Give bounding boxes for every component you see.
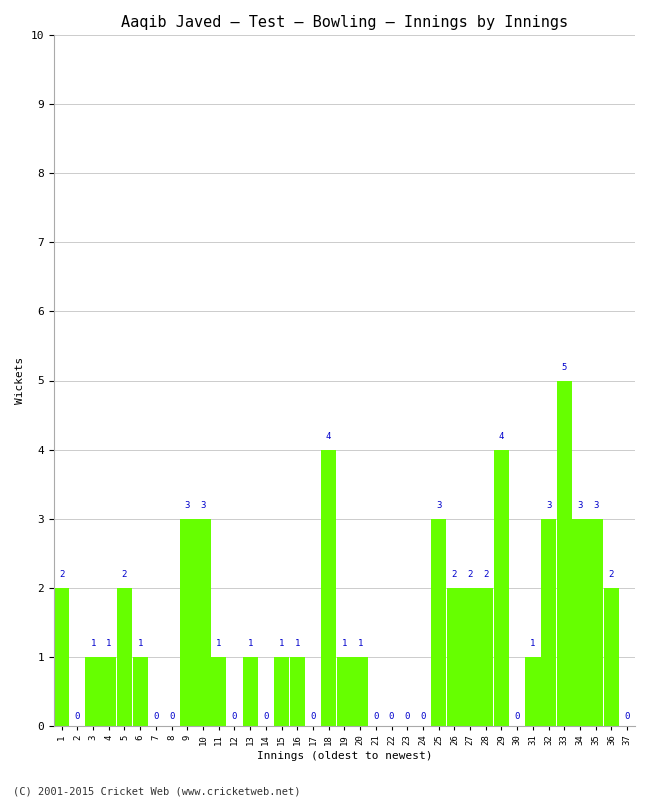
Bar: [541, 518, 556, 726]
Text: 1: 1: [248, 639, 253, 648]
Text: 0: 0: [263, 712, 268, 721]
Text: 1: 1: [342, 639, 347, 648]
Text: 0: 0: [515, 712, 520, 721]
Text: 2: 2: [59, 570, 64, 579]
Text: 1: 1: [530, 639, 536, 648]
Text: 0: 0: [153, 712, 159, 721]
Bar: [462, 587, 478, 726]
Text: 1: 1: [358, 639, 363, 648]
Text: 1: 1: [106, 639, 111, 648]
Text: 1: 1: [279, 639, 284, 648]
Text: 2: 2: [122, 570, 127, 579]
Bar: [274, 657, 289, 726]
Y-axis label: Wickets: Wickets: [15, 357, 25, 404]
Bar: [54, 587, 70, 726]
Bar: [133, 657, 148, 726]
Text: 3: 3: [593, 502, 599, 510]
Text: 4: 4: [326, 432, 332, 442]
Text: 3: 3: [436, 502, 441, 510]
Text: 2: 2: [609, 570, 614, 579]
Bar: [337, 657, 352, 726]
Text: 3: 3: [577, 502, 582, 510]
X-axis label: Innings (oldest to newest): Innings (oldest to newest): [257, 751, 432, 761]
Text: 1: 1: [294, 639, 300, 648]
Text: 4: 4: [499, 432, 504, 442]
Bar: [290, 657, 305, 726]
Text: 0: 0: [389, 712, 394, 721]
Text: 3: 3: [546, 502, 551, 510]
Text: 1: 1: [90, 639, 96, 648]
Bar: [196, 518, 211, 726]
Bar: [447, 587, 462, 726]
Bar: [556, 381, 572, 726]
Text: 3: 3: [200, 502, 205, 510]
Text: 2: 2: [467, 570, 473, 579]
Text: 0: 0: [421, 712, 426, 721]
Bar: [242, 657, 258, 726]
Bar: [573, 518, 588, 726]
Text: 0: 0: [169, 712, 174, 721]
Bar: [604, 587, 619, 726]
Bar: [179, 518, 195, 726]
Bar: [211, 657, 226, 726]
Text: 5: 5: [562, 363, 567, 372]
Text: 1: 1: [216, 639, 222, 648]
Bar: [321, 450, 336, 726]
Text: 2: 2: [483, 570, 488, 579]
Text: 0: 0: [75, 712, 80, 721]
Text: 1: 1: [138, 639, 143, 648]
Text: 0: 0: [404, 712, 410, 721]
Text: 3: 3: [185, 502, 190, 510]
Bar: [101, 657, 116, 726]
Text: (C) 2001-2015 Cricket Web (www.cricketweb.net): (C) 2001-2015 Cricket Web (www.cricketwe…: [13, 786, 300, 796]
Bar: [525, 657, 541, 726]
Text: 0: 0: [373, 712, 378, 721]
Bar: [494, 450, 509, 726]
Bar: [85, 657, 101, 726]
Bar: [478, 587, 493, 726]
Text: 0: 0: [625, 712, 630, 721]
Bar: [431, 518, 447, 726]
Title: Aaqib Javed – Test – Bowling – Innings by Innings: Aaqib Javed – Test – Bowling – Innings b…: [121, 15, 568, 30]
Text: 2: 2: [452, 570, 457, 579]
Text: 0: 0: [310, 712, 316, 721]
Bar: [117, 587, 132, 726]
Bar: [588, 518, 603, 726]
Bar: [352, 657, 368, 726]
Text: 0: 0: [232, 712, 237, 721]
